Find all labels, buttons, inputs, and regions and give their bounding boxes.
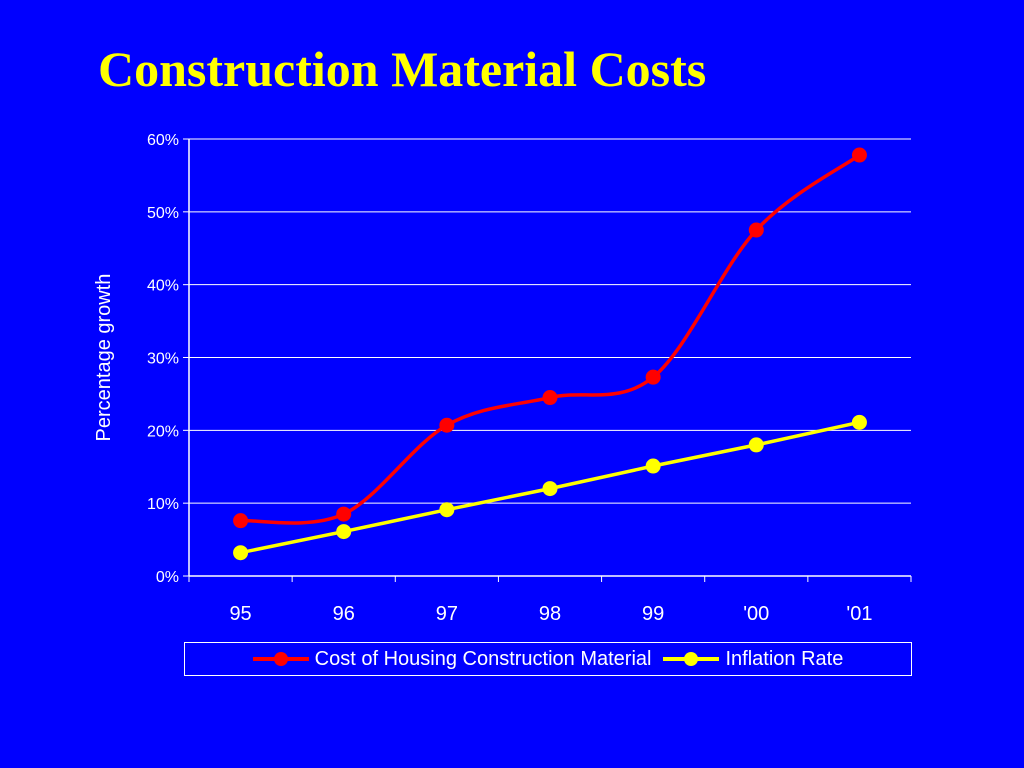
data-point-series0-5 — [748, 222, 764, 238]
y-tick-label: 10% — [147, 496, 179, 513]
y-tick-label: 20% — [147, 423, 179, 440]
x-tick-label: 96 — [333, 603, 355, 625]
y-tick-label: 50% — [147, 205, 179, 222]
x-tick-label: 99 — [642, 603, 664, 625]
data-point-series0-2 — [439, 417, 455, 433]
data-point-series0-6 — [851, 147, 867, 163]
data-point-series1-5 — [748, 437, 764, 453]
data-point-series0-3 — [542, 390, 558, 406]
data-point-series0-0 — [233, 513, 249, 529]
gridlines — [189, 138, 911, 504]
data-point-series1-6 — [851, 414, 867, 430]
series-lines — [233, 147, 867, 561]
x-tick-label: 95 — [229, 603, 251, 625]
y-tick-label: 30% — [147, 351, 179, 368]
data-point-series0-1 — [336, 506, 352, 522]
x-tick-label: '01 — [846, 603, 872, 625]
data-point-series1-2 — [439, 502, 455, 518]
legend-label-housing: Cost of Housing Construction Material — [314, 647, 652, 670]
series-line-0 — [240, 153, 861, 525]
data-point-series1-0 — [233, 545, 249, 561]
chart-legend: Cost of Housing Construction Material In… — [184, 642, 912, 676]
data-point-series1-3 — [542, 481, 558, 497]
data-point-series1-1 — [336, 524, 352, 540]
legend-item-housing: Cost of Housing Construction Material — [252, 647, 652, 671]
y-tick-label: 60% — [147, 132, 179, 149]
legend-swatch-inflation — [663, 652, 720, 666]
data-point-series0-4 — [645, 369, 661, 385]
legend-swatch-housing — [252, 652, 309, 666]
data-point-series1-4 — [645, 458, 661, 474]
page-title: Construction Material Costs — [98, 41, 707, 97]
axes: 0% 10% 20% 30% 40% 50% 60% 95 96 97 98 99 '00 '01 — [147, 132, 912, 625]
y-tick-label: 0% — [156, 569, 179, 586]
y-axis-label: Percentage growth — [93, 274, 115, 442]
x-tick-label: '00 — [743, 603, 769, 625]
x-tick-label: 97 — [436, 603, 458, 625]
legend-label-inflation: Inflation Rate — [725, 647, 844, 670]
y-tick-label: 40% — [147, 278, 179, 295]
x-tick-label: 98 — [539, 603, 561, 625]
legend-item-inflation: Inflation Rate — [663, 648, 843, 671]
